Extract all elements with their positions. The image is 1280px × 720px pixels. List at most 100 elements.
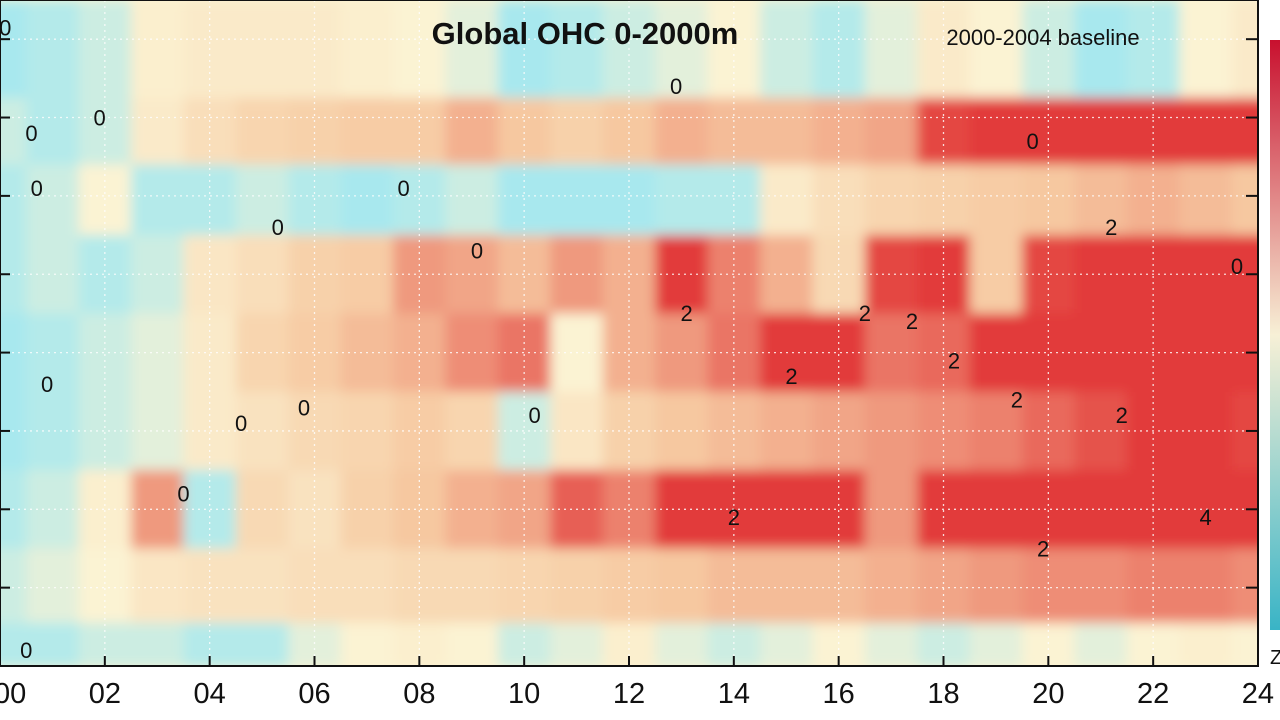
heatmap-cell xyxy=(445,548,499,624)
heatmap-cell xyxy=(26,235,80,315)
heatmap-cell xyxy=(26,622,80,666)
heatmap-cell xyxy=(497,470,552,550)
heatmap-cell xyxy=(1022,164,1076,237)
heatmap-cell xyxy=(1074,391,1128,472)
heatmap-cell xyxy=(864,0,919,99)
heatmap-cell xyxy=(550,548,604,624)
contour-label: 0 xyxy=(41,372,53,397)
x-tick-label: 16 xyxy=(823,678,855,710)
heatmap-cell xyxy=(1126,548,1181,624)
heatmap-cell xyxy=(78,470,133,550)
heatmap-cell xyxy=(864,391,919,472)
heatmap-cell xyxy=(78,548,133,624)
heatmap-cell xyxy=(969,164,1024,237)
heatmap-cell xyxy=(445,97,499,166)
x-tick-label: 08 xyxy=(403,678,435,710)
heatmap-cell xyxy=(26,97,80,166)
contour-label: 2 xyxy=(1116,403,1128,428)
heatmap-cell xyxy=(26,548,80,624)
heatmap-cell xyxy=(917,548,971,624)
heatmap-cell xyxy=(812,470,866,550)
heatmap-cell xyxy=(1179,97,1233,166)
chart-subtitle: 2000-2004 baseline xyxy=(946,25,1139,50)
heatmap-cell xyxy=(340,164,395,237)
contour-label: 0 xyxy=(471,239,483,264)
contour-labels: 0 0 0 0 0 0 0 0 0 0 0 0 0 0 0 0 2 2 2 2 2 2 2 2 2 2 4 xyxy=(0,15,1243,663)
heatmap-cell xyxy=(0,97,28,166)
heatmap-cell xyxy=(812,548,866,624)
heatmap-cell xyxy=(550,97,604,166)
heatmap-cell xyxy=(235,622,290,666)
x-tick-label: 22 xyxy=(1137,678,1169,710)
contour-label: 0 xyxy=(529,403,541,428)
contour-label: 4 xyxy=(1199,505,1211,530)
heatmap-cell xyxy=(445,313,499,393)
heatmap-cell xyxy=(655,164,709,237)
heatmap-cell xyxy=(1074,470,1128,550)
heatmap-cell xyxy=(760,97,814,166)
x-tick-label: 04 xyxy=(194,678,226,710)
contour-label: 2 xyxy=(728,505,740,530)
heatmap-cell xyxy=(445,391,499,472)
heatmap-cell xyxy=(0,0,28,99)
x-tick-label: 06 xyxy=(298,678,330,710)
heatmap-cell xyxy=(497,164,552,237)
heatmap-cell xyxy=(602,470,657,550)
contour-label: 2 xyxy=(1037,536,1049,561)
heatmap-cell xyxy=(969,622,1024,666)
heatmap-cell xyxy=(26,164,80,237)
heatmap-cell xyxy=(550,164,604,237)
heatmap-cell xyxy=(445,622,499,666)
heatmap-cell xyxy=(183,164,237,237)
heatmap-cell xyxy=(1022,548,1076,624)
heatmap-cell xyxy=(864,235,919,315)
heatmap-cell xyxy=(131,97,185,166)
contour-label: 0 xyxy=(25,121,37,146)
chart-title: Global OHC 0-2000m xyxy=(432,16,739,51)
x-tick-label: 14 xyxy=(718,678,750,710)
heatmap-cell xyxy=(445,235,499,315)
heatmap-cell xyxy=(655,0,709,99)
heatmap-cell xyxy=(864,164,919,237)
heatmap-cell xyxy=(1126,164,1181,237)
heatmap-cell xyxy=(1179,548,1233,624)
contour-label: 0 xyxy=(31,176,43,201)
heatmap-cell xyxy=(1231,548,1258,624)
heatmap-cell xyxy=(1074,0,1128,99)
heatmap-cell xyxy=(497,548,552,624)
heatmap-cell xyxy=(707,164,762,237)
axis-ticks xyxy=(0,38,1259,666)
heatmap-cell xyxy=(655,313,709,393)
contour-label: 0 xyxy=(20,638,32,663)
contour-label: 0 xyxy=(93,105,105,130)
heatmap-cell xyxy=(340,97,395,166)
heatmap-cell xyxy=(655,622,709,666)
heatmap-cell xyxy=(707,548,762,624)
heatmap-cell xyxy=(864,548,919,624)
x-tick-label: 00 xyxy=(0,678,26,710)
heatmap-cell xyxy=(760,164,814,237)
heatmap-cell xyxy=(707,470,762,550)
heatmap-cell xyxy=(131,0,185,99)
plot-area: 0 0 0 0 0 0 0 0 0 0 0 0 0 0 0 0 2 2 2 2 2 2 2 2 2 2 4 xyxy=(0,0,1258,666)
heatmap-cell xyxy=(235,235,290,315)
heatmap-cell xyxy=(760,0,814,99)
heatmap-cell xyxy=(445,0,499,99)
heatmap-cell xyxy=(235,164,290,237)
heatmap-cell xyxy=(288,164,342,237)
heatmap-cell xyxy=(1231,0,1258,99)
heatmap-cell xyxy=(602,548,657,624)
contour-label: 2 xyxy=(681,301,693,326)
heatmap-cell xyxy=(550,622,604,666)
heatmap-cell xyxy=(969,97,1024,166)
colorbar-strip xyxy=(1270,40,1280,630)
heatmap-cell xyxy=(602,164,657,237)
heatmap-cell xyxy=(235,313,290,393)
contour-label: 0 xyxy=(1231,254,1243,279)
contour-label: 0 xyxy=(670,74,682,99)
heatmap-cell xyxy=(655,391,709,472)
heatmap-cell xyxy=(26,313,80,393)
heatmap-cell xyxy=(1074,548,1128,624)
heatmap-cell xyxy=(864,470,919,550)
